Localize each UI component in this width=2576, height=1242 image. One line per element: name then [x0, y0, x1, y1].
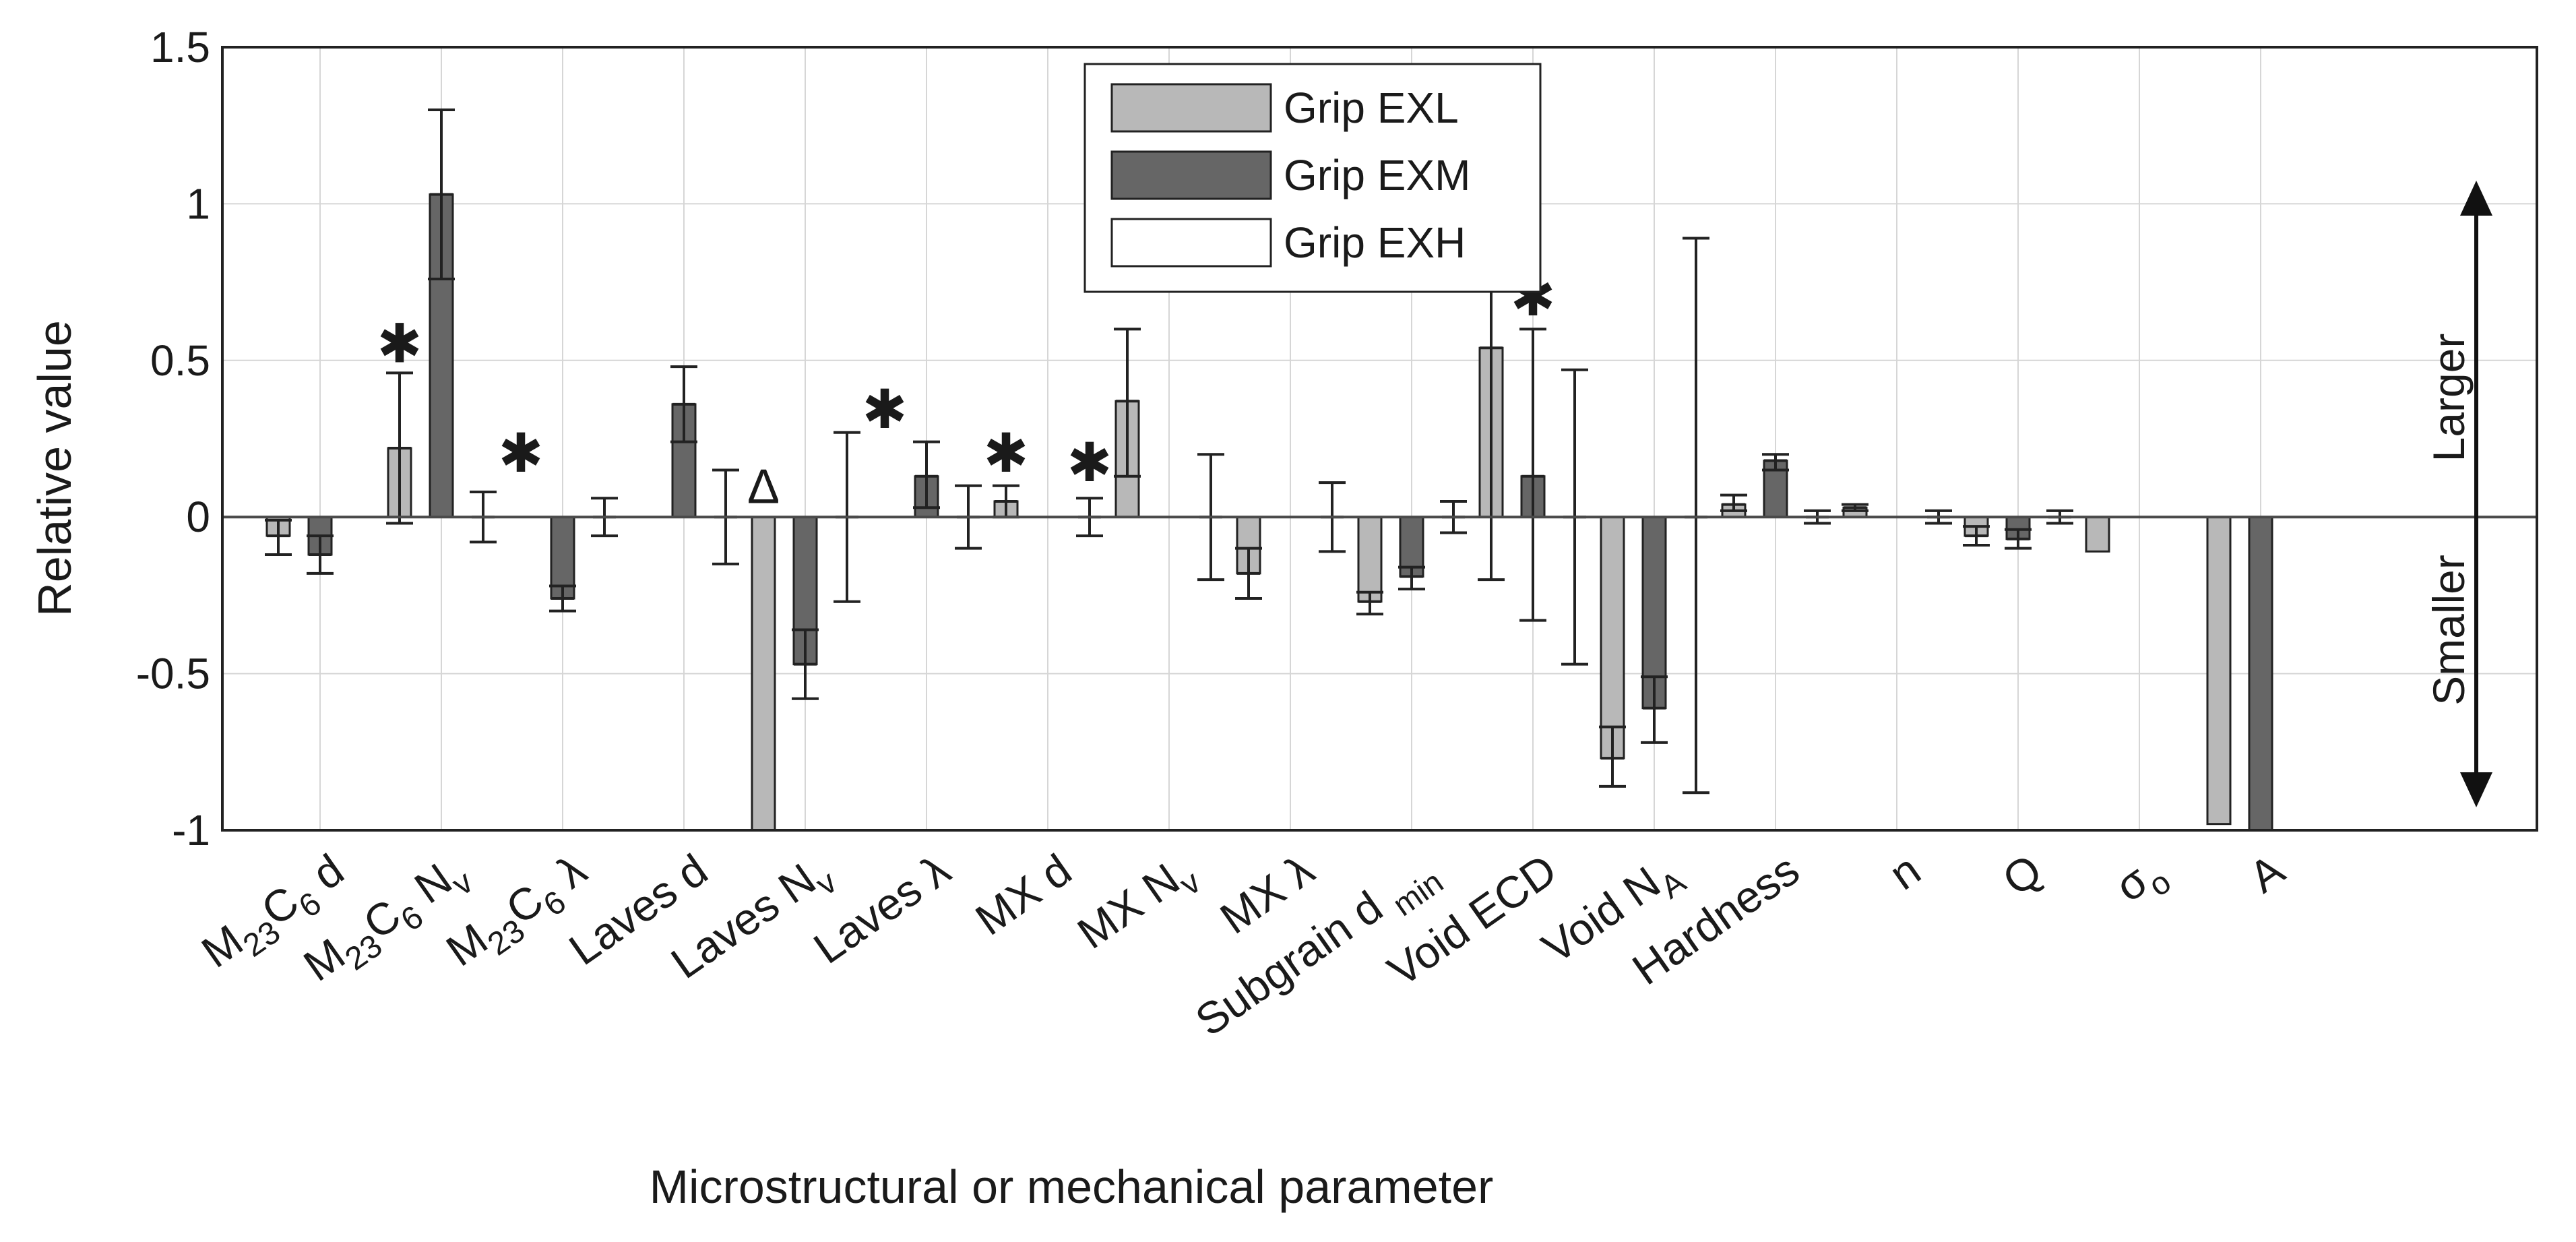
- legend: Grip EXL Grip EXM Grip EXH: [1083, 63, 1542, 293]
- bar: [2206, 516, 2232, 826]
- y-axis-title: Relative value: [28, 320, 81, 617]
- category-text: MX N: [1069, 854, 1189, 958]
- significance-marker: ✱: [498, 423, 543, 483]
- annotation-layer: ✱✱Δ✱✱ ✱✱: [377, 267, 1555, 514]
- category-label: Q: [1994, 844, 2051, 905]
- significance-marker: ✱: [862, 379, 907, 439]
- category-label: MX d: [966, 844, 1080, 945]
- indicator-arrow-up: [2460, 181, 2492, 216]
- category-text: Laves λ: [805, 844, 959, 973]
- significance-marker: ✱: [983, 423, 1028, 483]
- category-text: A: [2240, 844, 2294, 902]
- bar: [1357, 516, 1383, 603]
- y-tick-label: 0.5: [150, 336, 210, 385]
- y-tick-label: -0.5: [136, 650, 210, 698]
- category-label: MX Nv: [1069, 844, 1207, 966]
- legend-swatch: [1110, 218, 1272, 268]
- category-label: Laves λ: [805, 844, 959, 973]
- category-text: M: [437, 914, 496, 976]
- significance-marker: ✱: [1067, 433, 1112, 493]
- bar: [1600, 516, 1625, 759]
- category-label: M23C6 λ: [437, 844, 601, 984]
- x-axis-title: Microstructural or mechanical parameter: [650, 1160, 1494, 1213]
- category-text: M: [294, 929, 353, 991]
- legend-label: Grip EXM: [1284, 151, 1470, 199]
- frame-layer: [221, 46, 2538, 832]
- y-tick-label: 1: [186, 179, 210, 228]
- bar: [751, 516, 776, 832]
- category-text: Q: [1994, 844, 2051, 905]
- larger-smaller-indicator: Larger Smaller: [2424, 181, 2492, 807]
- significance-marker: ✱: [377, 314, 422, 374]
- category-text: MX d: [966, 844, 1080, 945]
- category-label: σo: [2106, 844, 2177, 920]
- y-tick-labels: 1.5 1 0.5 0 -0.5 -1: [136, 23, 210, 855]
- category-text: n: [1881, 844, 1930, 900]
- y-tick-label: -1: [172, 806, 210, 855]
- y-tick-label: 0: [186, 493, 210, 541]
- legend-label: Grip EXL: [1284, 84, 1459, 132]
- bar: [2085, 516, 2110, 553]
- bar: [2248, 516, 2273, 832]
- indicator-arrow-down: [2460, 772, 2492, 807]
- plot-frame: [221, 46, 2538, 832]
- smaller-label: Smaller: [2424, 555, 2474, 706]
- category-text: Hardness: [1623, 844, 1808, 995]
- category-label: n: [1881, 844, 1930, 900]
- larger-label: Larger: [2424, 334, 2474, 462]
- legend-swatch: [1110, 83, 1272, 133]
- y-tick-label: 1.5: [150, 23, 210, 71]
- error-bar-layer: [265, 108, 2073, 795]
- legend-label: Grip EXH: [1284, 218, 1466, 267]
- significance-marker: Δ: [747, 460, 780, 514]
- category-label: A: [2240, 844, 2294, 902]
- category-text: M: [193, 915, 251, 977]
- category-label: Hardness: [1623, 844, 1808, 995]
- legend-swatch: [1110, 150, 1272, 200]
